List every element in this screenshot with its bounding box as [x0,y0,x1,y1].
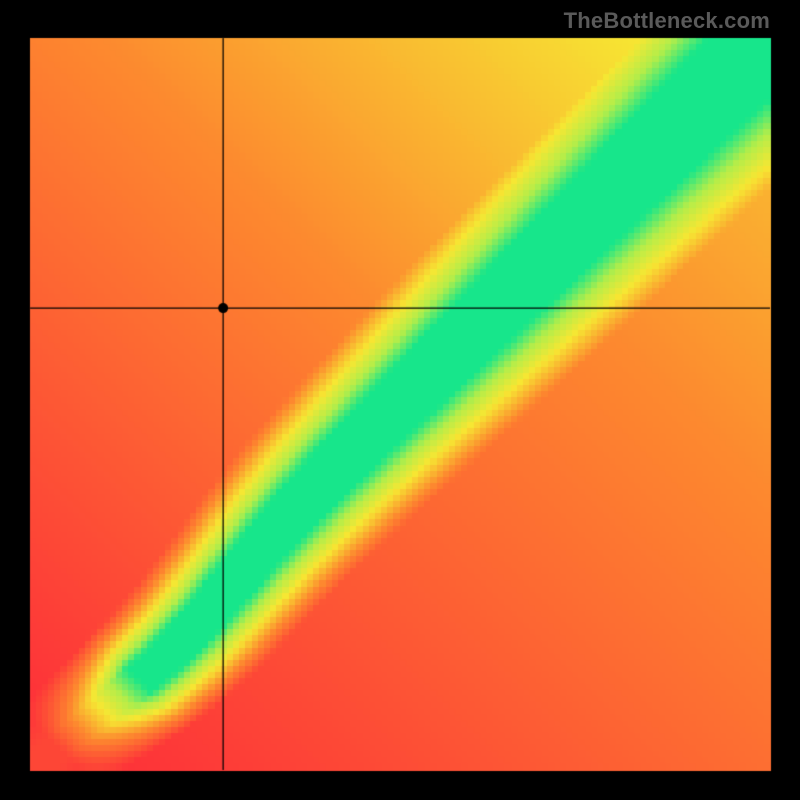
crosshair-overlay [0,0,800,800]
chart-container: TheBottleneck.com [0,0,800,800]
watermark-text: TheBottleneck.com [564,8,770,34]
